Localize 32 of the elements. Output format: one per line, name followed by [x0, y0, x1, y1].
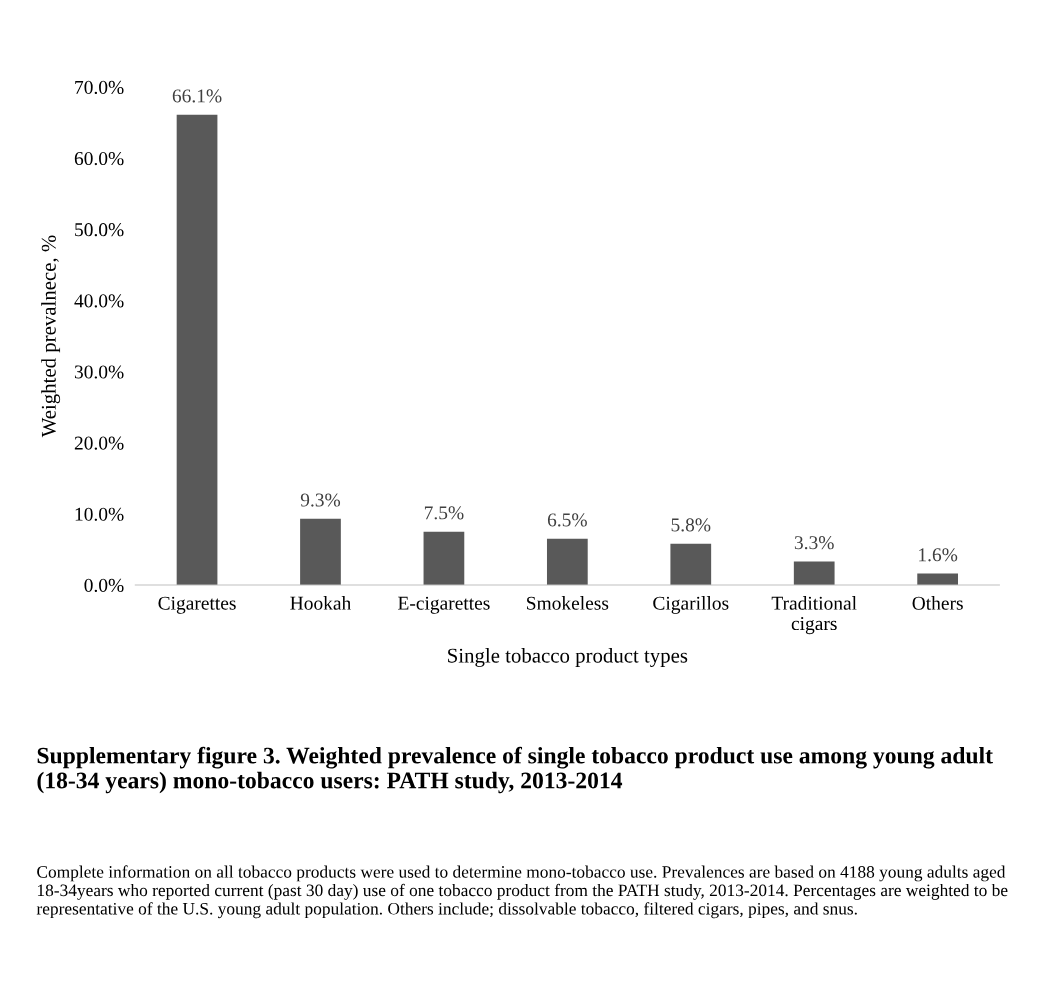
bar: [670, 543, 712, 585]
y-tick-label: 40.0%: [74, 294, 124, 308]
y-tick-label: 10.0%: [75, 507, 124, 521]
x-axis-title: Single tobacco product types: [448, 648, 688, 667]
bar: [546, 538, 588, 585]
text: Supplementary figure 3. Weighted prevalence of single tobacco product use among young adult (18-34 years) mono-tobacco users: PATH study, 2013-2014: [37, 746, 993, 794]
x-tick-label: Cigarettes: [158, 596, 236, 614]
data-label: 7.5%: [424, 506, 464, 520]
data-label: 1.6%: [919, 548, 958, 562]
y-tick-label: 70.0%: [75, 80, 124, 95]
y-tick-label: 20.0%: [74, 436, 124, 450]
bar: [300, 518, 341, 585]
x-tick-label: Smokeless: [527, 596, 609, 610]
bar: [793, 561, 835, 585]
y-tick-label: 30.0%: [74, 365, 124, 379]
data-label: 6.5%: [547, 513, 587, 527]
bar: [423, 531, 465, 585]
x-tick-label: Cigarillos: [653, 596, 729, 614]
x-tick-label: Others: [912, 596, 963, 610]
y-tick-label: 50.0%: [75, 223, 124, 237]
x-tick-label: E-cigarettes: [398, 596, 490, 614]
data-label: 66.1%: [172, 89, 222, 103]
data-label: 9.3%: [300, 493, 341, 507]
x-tick-label: Hookah: [290, 596, 351, 610]
data-label: 3.3%: [794, 536, 834, 550]
y-tick-label: 60.0%: [74, 151, 124, 166]
text: Complete information on all tobacco products were used to determine mono-tobacco use. Prevalences are based on 4188 young adults aged 18-34years who reported current (past 30 day) use of one tobacco product from the PATH study, 2013-2014. Percentages are weighted to be representative of the U.S. young adult population. Others include; dissolvable tobacco, filtered cigars, pipes, and snus.: [36, 865, 1008, 919]
y-tick-label: 0.0%: [84, 578, 124, 593]
x-tick-label: Traditional cigars: [771, 596, 857, 635]
bar: [176, 114, 218, 585]
y-axis-title: Weighted prevalnece, %: [41, 235, 61, 438]
data-label: 5.8%: [671, 518, 711, 532]
